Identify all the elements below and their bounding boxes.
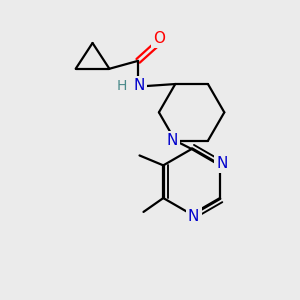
- Text: N: N: [167, 133, 178, 148]
- Text: H: H: [117, 79, 128, 93]
- Text: N: N: [134, 78, 145, 93]
- Text: N: N: [188, 209, 199, 224]
- Text: N: N: [216, 156, 228, 171]
- Text: O: O: [153, 31, 165, 46]
